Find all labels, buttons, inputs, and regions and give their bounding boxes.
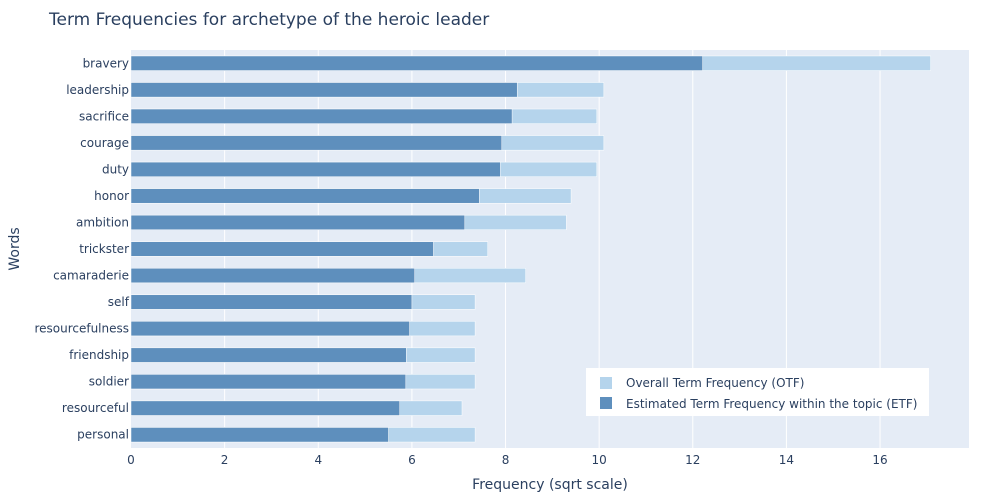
- y-tick-label: resourceful: [62, 401, 129, 415]
- x-tick-label: 2: [221, 453, 229, 467]
- legend-label-otf[interactable]: Overall Term Frequency (OTF): [626, 376, 804, 390]
- bar-etf-sacrifice[interactable]: [130, 108, 513, 124]
- x-tick-label: 4: [314, 453, 322, 467]
- bar-etf-self[interactable]: [130, 294, 413, 310]
- y-tick-label: leadership: [66, 83, 129, 97]
- x-tick-label: 12: [685, 453, 700, 467]
- bar-etf-resourcefulness[interactable]: [130, 321, 410, 337]
- y-tick-label: sacrifice: [79, 109, 129, 123]
- bar-etf-resourceful[interactable]: [130, 400, 400, 416]
- bar-etf-bravery[interactable]: [130, 55, 703, 71]
- y-tick-labels: bravery leadership sacrifice courage duty hon…: [34, 56, 129, 441]
- legend-swatch-otf[interactable]: [600, 377, 612, 389]
- x-axis-title: Frequency (sqrt scale): [472, 477, 628, 493]
- y-tick-label: duty: [102, 162, 129, 176]
- bar-etf-ambition[interactable]: [130, 214, 466, 231]
- x-tick-label: 14: [779, 453, 794, 467]
- bar-etf-courage[interactable]: [130, 135, 503, 151]
- x-tick-label: 6: [408, 453, 416, 467]
- y-tick-label: bravery: [83, 56, 129, 70]
- y-tick-label: ambition: [76, 215, 129, 229]
- legend-background: [586, 368, 929, 416]
- y-tick-label: honor: [94, 189, 129, 203]
- legend-label-etf[interactable]: Estimated Term Frequency within the topi…: [626, 397, 917, 411]
- bar-etf-duty[interactable]: [130, 161, 501, 177]
- x-tick-label: 16: [872, 453, 887, 467]
- legend: Overall Term Frequency (OTF) Estimated T…: [586, 368, 929, 416]
- y-tick-label: trickster: [79, 242, 129, 256]
- y-tick-label: self: [108, 295, 130, 309]
- bar-etf-soldier[interactable]: [130, 374, 407, 390]
- y-tick-label: personal: [77, 428, 129, 442]
- y-tick-label: camaraderie: [53, 269, 129, 283]
- x-tick-labels: 0 2 4 6 8 10 12 14 16: [127, 453, 888, 467]
- y-tick-label: courage: [80, 136, 129, 150]
- legend-swatch-etf[interactable]: [600, 397, 612, 409]
- bar-etf-leadership[interactable]: [130, 82, 518, 98]
- bar-etf-friendship[interactable]: [130, 347, 407, 363]
- x-tick-label: 0: [127, 453, 135, 467]
- y-axis-title: Words: [7, 227, 23, 270]
- bar-etf-trickster[interactable]: [130, 241, 434, 257]
- chart-title: Term Frequencies for archetype of the he…: [48, 10, 489, 30]
- x-tick-label: 10: [592, 453, 607, 467]
- bar-etf-honor[interactable]: [130, 188, 480, 204]
- y-tick-label: soldier: [89, 375, 129, 389]
- bar-etf-camaraderie[interactable]: [130, 267, 415, 284]
- x-tick-label: 8: [502, 453, 510, 467]
- y-tick-label: friendship: [69, 348, 129, 362]
- bars: [130, 55, 931, 443]
- bar-etf-personal[interactable]: [130, 427, 389, 443]
- y-tick-label: resourcefulness: [34, 322, 129, 336]
